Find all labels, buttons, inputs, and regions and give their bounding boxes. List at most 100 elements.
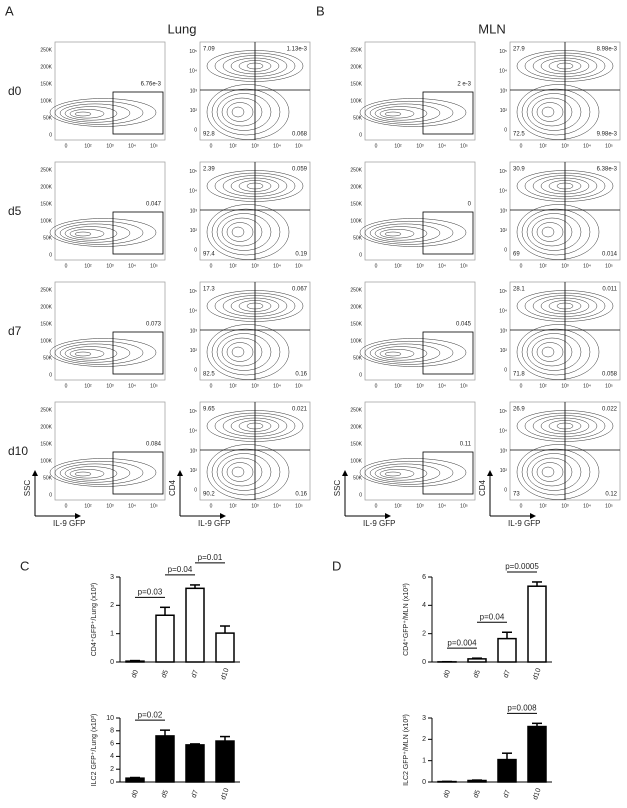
cd4-tick-label: 10³ [190,328,198,334]
arrow-head [385,513,391,519]
gfp-tick-label: 10⁴ [438,143,446,149]
ssc-tick-label: 100K [350,218,362,224]
panel-title: Lung [168,21,197,36]
gfp-tick-label: 10⁴ [273,383,281,389]
ssc-tick-label: 50K [353,355,363,361]
gate [422,331,474,375]
contour [206,84,290,140]
quadrant-value: 0.059 [292,167,308,173]
contour [516,84,600,140]
cd4-tick-label: 10³ [190,208,198,214]
ssc-tick-label: 250K [350,287,362,293]
ssc-tick-label: 50K [43,475,53,481]
axis-title: SSC [333,480,342,497]
gfp-tick-label: 0 [375,503,378,509]
x-tick-label: d7 [503,789,512,799]
contour [384,471,402,477]
contour [379,349,415,359]
contour [531,337,573,367]
quadrant-value: 97.4 [203,252,215,258]
gfp-tick-label: 10³ [416,503,424,509]
cd4-tick-label: 10⁴ [189,189,197,195]
contour [226,342,254,362]
contour [541,106,555,118]
cd4-tick-label: 10³ [500,448,508,454]
contour [364,340,454,365]
ssc-tick-label: 250K [350,47,362,53]
axis-title: IL-9 GFP [508,519,540,528]
ssc-tick-label: 0 [359,132,362,138]
ssc-tick-label: 150K [350,321,362,327]
quadrant-value: 73 [513,492,520,498]
gfp-tick-label: 10⁴ [583,503,591,509]
ssc-tick-label: 200K [350,424,362,430]
ssc-tick-label: 0 [49,372,52,378]
quadrant-value: 0.011 [602,287,617,293]
axis-title: SSC [23,480,32,497]
contour [226,102,254,122]
gate-value: 2 e-3 [457,82,471,88]
cd4-tick-label: 10² [500,228,508,234]
contour [541,466,555,478]
gfp-tick-label: 10⁵ [150,383,158,389]
y-axis-label: ILC2 GFP⁺/MLN (x10³) [403,714,410,786]
p-value: p=0.04 [168,565,193,574]
quadrant-value: 28.1 [513,287,525,293]
ssc-tick-label: 150K [40,441,52,447]
gate-value: 0 [468,202,472,208]
y-tick-label: 1 [422,758,426,765]
contour [526,453,582,491]
cd4-tick-label: 0 [504,488,507,494]
contour [364,460,454,485]
gfp-tick-label: 10⁵ [460,503,468,509]
gfp-tick-label: 10⁵ [605,383,613,389]
gfp-tick-label: 10² [539,263,547,269]
bar [527,725,547,783]
contour [379,109,415,119]
gfp-tick-label: 0 [210,263,213,269]
gfp-tick-label: 10⁵ [605,143,613,149]
gfp-tick-label: 10² [394,263,402,269]
ssc-tick-label: 150K [40,321,52,327]
cd4-tick-label: 10⁴ [499,189,507,195]
contour [531,97,573,127]
ssc-tick-label: 100K [350,338,362,344]
quadrant-value: 72.5 [513,132,525,138]
bar [215,632,235,663]
ssc-tick-label: 100K [40,218,52,224]
contour [384,351,402,357]
contour [359,98,467,127]
gfp-tick-label: 10² [84,383,92,389]
bar [527,585,547,663]
gfp-tick-label: 10⁴ [273,263,281,269]
gfp-tick-label: 10² [539,143,547,149]
ssc-tick-label: 150K [350,81,362,87]
gfp-tick-label: 10⁵ [150,143,158,149]
cd4-tick-label: 10⁵ [189,409,197,415]
cd4-tick-label: 0 [504,368,507,374]
contour [54,100,144,125]
contour [369,343,441,363]
contour [49,338,157,367]
gate-value: 0.11 [460,442,472,448]
gfp-tick-label: 0 [520,383,523,389]
x-tick-label: d0 [131,789,140,799]
arrow-head [75,513,81,519]
cd4-tick-label: 10³ [500,88,508,94]
y-tick-label: 8 [110,728,114,735]
axis-title: CD4 [478,479,487,496]
quadrant-value: 1.13e-3 [287,47,308,53]
contour [49,98,157,127]
row-label: d0 [8,84,22,98]
quadrant-value: 7.09 [203,47,215,53]
x-tick-label: d5 [161,789,170,799]
row-label: d10 [8,444,28,458]
quadrant-value: 0.022 [602,407,618,413]
arrow-head [530,513,536,519]
contour [49,458,157,487]
contour [536,462,564,482]
quadrant-value: 0.16 [295,492,307,498]
contour [69,349,105,359]
quadrant-value: 26.9 [513,407,525,413]
